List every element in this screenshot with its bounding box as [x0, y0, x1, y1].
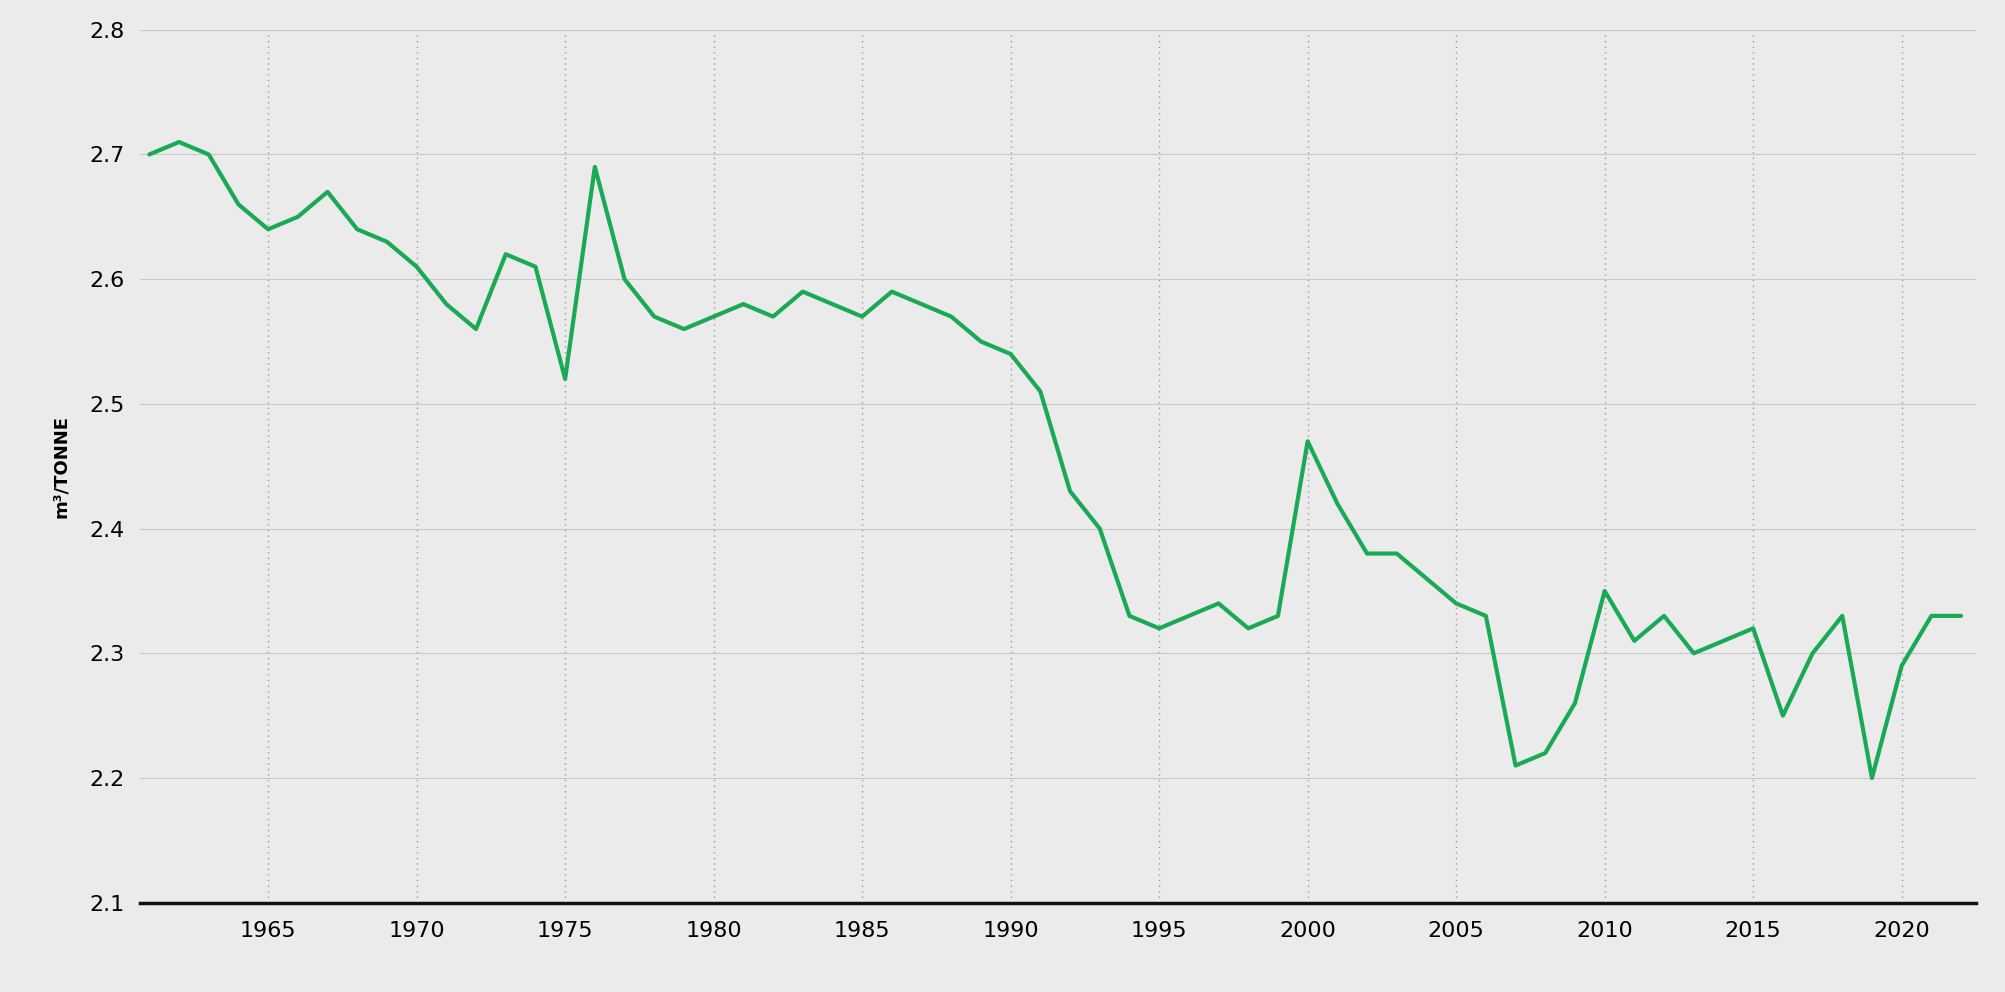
Y-axis label: m³/TONNE: m³/TONNE — [52, 415, 70, 518]
